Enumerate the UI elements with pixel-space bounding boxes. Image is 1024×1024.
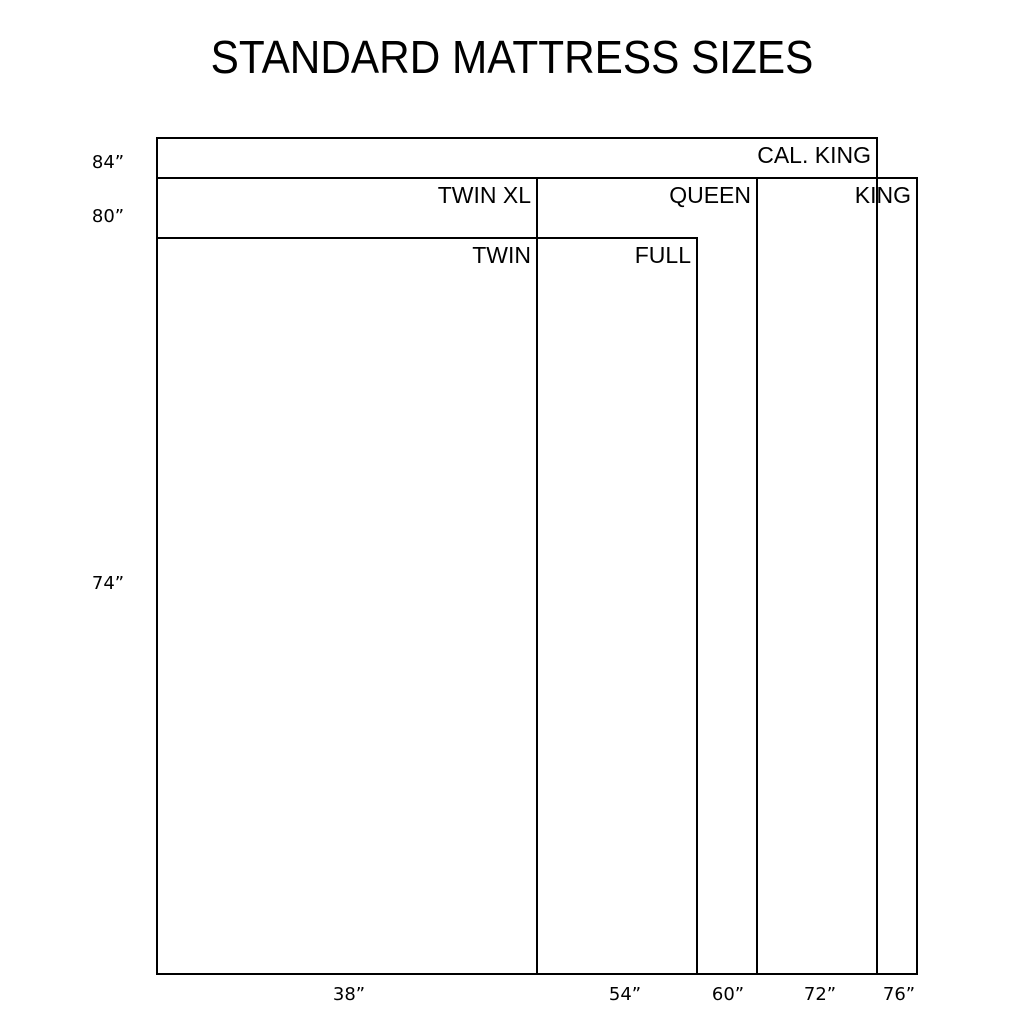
width-label: 54” [609,984,641,1005]
mattress-label-queen: QUEEN [669,182,751,208]
length-label: 80” [92,206,124,227]
mattress-outline-twin-xl [156,177,538,975]
mattress-label-twin: TWIN [472,242,531,268]
width-label: 38” [333,984,365,1005]
mattress-outline-queen [156,177,758,975]
length-label: 84” [92,152,124,173]
mattress-outline-twin [156,237,538,975]
mattress-label-full: FULL [635,242,691,268]
mattress-label-king: KING [855,182,911,208]
mattress-label-twin-xl: TWIN XL [438,182,531,208]
length-label: 74” [92,573,124,594]
width-label: 76” [883,984,915,1005]
width-label: 72” [804,984,836,1005]
diagram-title: STANDARD MATTRESS SIZES [210,31,814,83]
mattress-outline-full [156,237,698,975]
width-label: 60” [712,984,744,1005]
mattress-label-cal-king: CAL. KING [757,142,871,168]
